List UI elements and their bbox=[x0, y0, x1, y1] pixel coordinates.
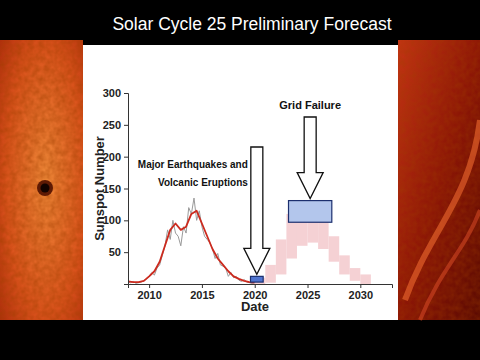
annotation-text: Volcanic Eruptions bbox=[158, 177, 248, 188]
tick-label: 2030 bbox=[349, 289, 373, 301]
tick-mark bbox=[360, 284, 361, 288]
forecast-cell bbox=[360, 274, 371, 284]
tick: 2015 bbox=[190, 284, 214, 301]
left-image bbox=[0, 40, 83, 320]
forecast-cell bbox=[318, 220, 329, 249]
tick: 2010 bbox=[137, 284, 161, 301]
chart-svg: Solar Cycle 25 Preliminary Forecast 2010 2… bbox=[0, 0, 480, 360]
annotation-box bbox=[250, 276, 263, 282]
tick-mark bbox=[124, 252, 128, 253]
chart-panel bbox=[83, 45, 398, 320]
tick-mark bbox=[149, 284, 150, 288]
tick-mark bbox=[255, 284, 256, 288]
background bbox=[0, 0, 480, 360]
tick-mark bbox=[308, 284, 309, 288]
sunspot-penumbra bbox=[37, 180, 53, 196]
annotation-box bbox=[289, 201, 332, 223]
chart-title: Solar Cycle 25 Preliminary Forecast bbox=[112, 14, 391, 34]
tick-mark bbox=[124, 220, 128, 221]
annotation-arrow bbox=[297, 117, 323, 199]
tick: 50 bbox=[109, 246, 128, 258]
annotation-text: Major Earthquakes and bbox=[138, 159, 248, 170]
forecast-cell bbox=[339, 255, 350, 274]
forecast-range bbox=[255, 201, 371, 284]
right-image-texture bbox=[398, 40, 480, 320]
tick-label: 2010 bbox=[137, 289, 161, 301]
prominence bbox=[420, 210, 480, 320]
sunspot-umbra bbox=[41, 184, 50, 193]
tick-label: 2015 bbox=[190, 289, 214, 301]
tick: 2025 bbox=[296, 284, 320, 301]
plot-area bbox=[128, 198, 371, 284]
tick-label: 250 bbox=[103, 119, 121, 131]
tick: 2030 bbox=[349, 284, 373, 301]
tick-mark bbox=[124, 125, 128, 126]
tick-mark bbox=[124, 157, 128, 158]
tick-mark bbox=[124, 93, 128, 94]
axis-line bbox=[129, 285, 393, 289]
tick-mark bbox=[202, 284, 203, 288]
tick-mark bbox=[124, 189, 128, 190]
tick: 300 bbox=[103, 87, 128, 99]
annotation-text: Grid Failure bbox=[279, 99, 341, 111]
x-axis-title: Date bbox=[241, 299, 269, 314]
right-image bbox=[398, 40, 480, 320]
series-line bbox=[128, 198, 257, 283]
forecast-cell bbox=[265, 265, 276, 283]
forecast-cell bbox=[350, 268, 361, 281]
forecast-cell bbox=[276, 239, 287, 274]
tick: 250 bbox=[103, 119, 128, 131]
forecast-cell bbox=[329, 236, 340, 261]
series-line bbox=[128, 211, 255, 283]
tick-label: 2025 bbox=[296, 289, 320, 301]
tick-label: 50 bbox=[109, 246, 121, 258]
tick-label: 300 bbox=[103, 87, 121, 99]
left-image-texture bbox=[0, 40, 83, 320]
axis-line bbox=[124, 94, 129, 285]
y-axis-title: Sunspot Number bbox=[92, 136, 107, 241]
